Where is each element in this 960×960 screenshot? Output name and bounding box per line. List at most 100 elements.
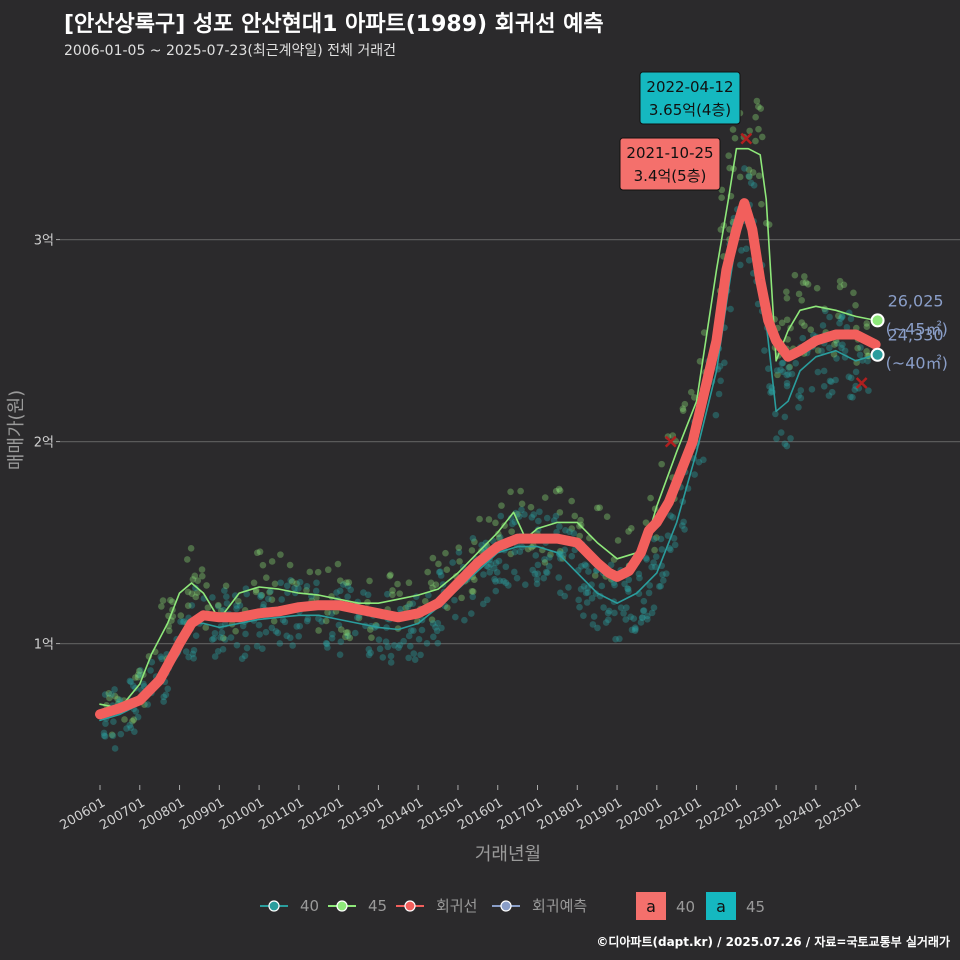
legend-box [636,892,666,920]
scatter-point [177,612,185,619]
scatter-point [452,613,459,621]
y-tick-label: 1억 [34,638,54,653]
scatter-point [568,525,576,532]
scatter-point [137,666,144,674]
scatter-point [577,516,584,524]
scatter-point [255,621,263,629]
scatter-point [157,653,165,661]
scatter-point [421,597,429,605]
scatter-point [455,548,463,556]
scatter-point [260,601,267,608]
scatter-point [518,500,526,508]
scatter-point [778,360,786,367]
scatter-point [344,593,351,601]
scatter-point [828,388,836,396]
scatter-point [507,488,514,496]
scatter-point [337,638,345,646]
scatter-point [556,487,564,494]
annotation-box [619,137,721,191]
scatter-point [233,605,240,613]
scatter-point [747,179,755,187]
scatter-point [313,594,320,602]
scatter-point [653,534,660,541]
scatter-point [657,582,664,590]
scatter-point [257,591,265,599]
scatter-point [397,605,404,613]
scatter-point [527,503,535,511]
scatter-point [238,655,246,663]
scatter-point [625,528,632,535]
scatter-point [795,290,803,298]
scatter-point [826,344,833,352]
page-title: [안산상록구] 성포 안산현대1 아파트(1989) 회귀선 예측 [64,12,604,37]
scatter-point [562,527,569,534]
scatter-point [577,563,585,570]
scatter-point [387,571,394,579]
scatter-point [259,561,267,569]
scatter-point [642,519,650,526]
scatter-point [221,636,229,643]
scatter-point [495,557,503,565]
legend-box-glyph: a [646,897,656,916]
scatter-point [749,169,757,176]
scatter-point [367,626,374,633]
scatter-point [687,388,695,396]
scatter-point [433,627,441,635]
scatter-point [830,350,838,358]
scatter-point [198,572,206,580]
scatter-point [222,582,230,590]
legend-key-dot [500,900,512,912]
scatter-point [189,650,197,658]
scatter-point [678,522,686,529]
x-tick-label: 202501 [813,795,863,833]
scatter-point [801,273,808,280]
scatter-point [826,313,833,321]
scatter-point [315,627,322,634]
scatter-point [825,392,833,399]
scatter-point [636,574,643,582]
scatter-point [827,378,835,386]
scatter-point [192,632,200,639]
scatter-point [129,682,137,690]
scatter-point [584,584,591,592]
scatter-point [234,597,242,605]
scatter-point [583,599,591,606]
scatter-point [468,587,476,595]
scatter-point [589,621,597,628]
scatter-point [839,341,846,348]
scatter-point [342,629,350,636]
scatter-point [286,561,294,569]
scatter-point [485,563,492,571]
scatter-point [469,593,477,601]
scatter-point [354,614,361,621]
scatter-point [368,634,375,641]
scatter-point [646,582,654,589]
scatter-point [286,634,294,642]
scatter-point [126,677,134,685]
scatter-point [662,570,670,577]
scatter-point [644,612,651,620]
scatter-point [502,563,510,571]
scatter-point [132,674,139,681]
scatter-point [493,569,501,576]
scatter-point [336,577,344,584]
scatter-point [430,633,437,641]
scatter-point [121,716,128,723]
scatter-point [461,616,468,624]
scatter-point [396,590,403,597]
scatter-point [655,583,663,590]
scatter-point [130,716,138,724]
scatter-point [778,319,786,327]
scatter-point [787,435,794,442]
scatter-point [736,173,744,181]
scatter-point [516,548,524,556]
scatter-point [640,607,647,615]
scatter-point [640,597,648,605]
annotation-price: 3.65억(4층) [649,101,731,119]
scatter-point [158,603,165,610]
scatter-point [293,623,301,630]
scatter-point [134,674,142,681]
scatter-point [360,589,367,596]
scatter-point [818,347,825,355]
scatter-point [263,574,270,581]
